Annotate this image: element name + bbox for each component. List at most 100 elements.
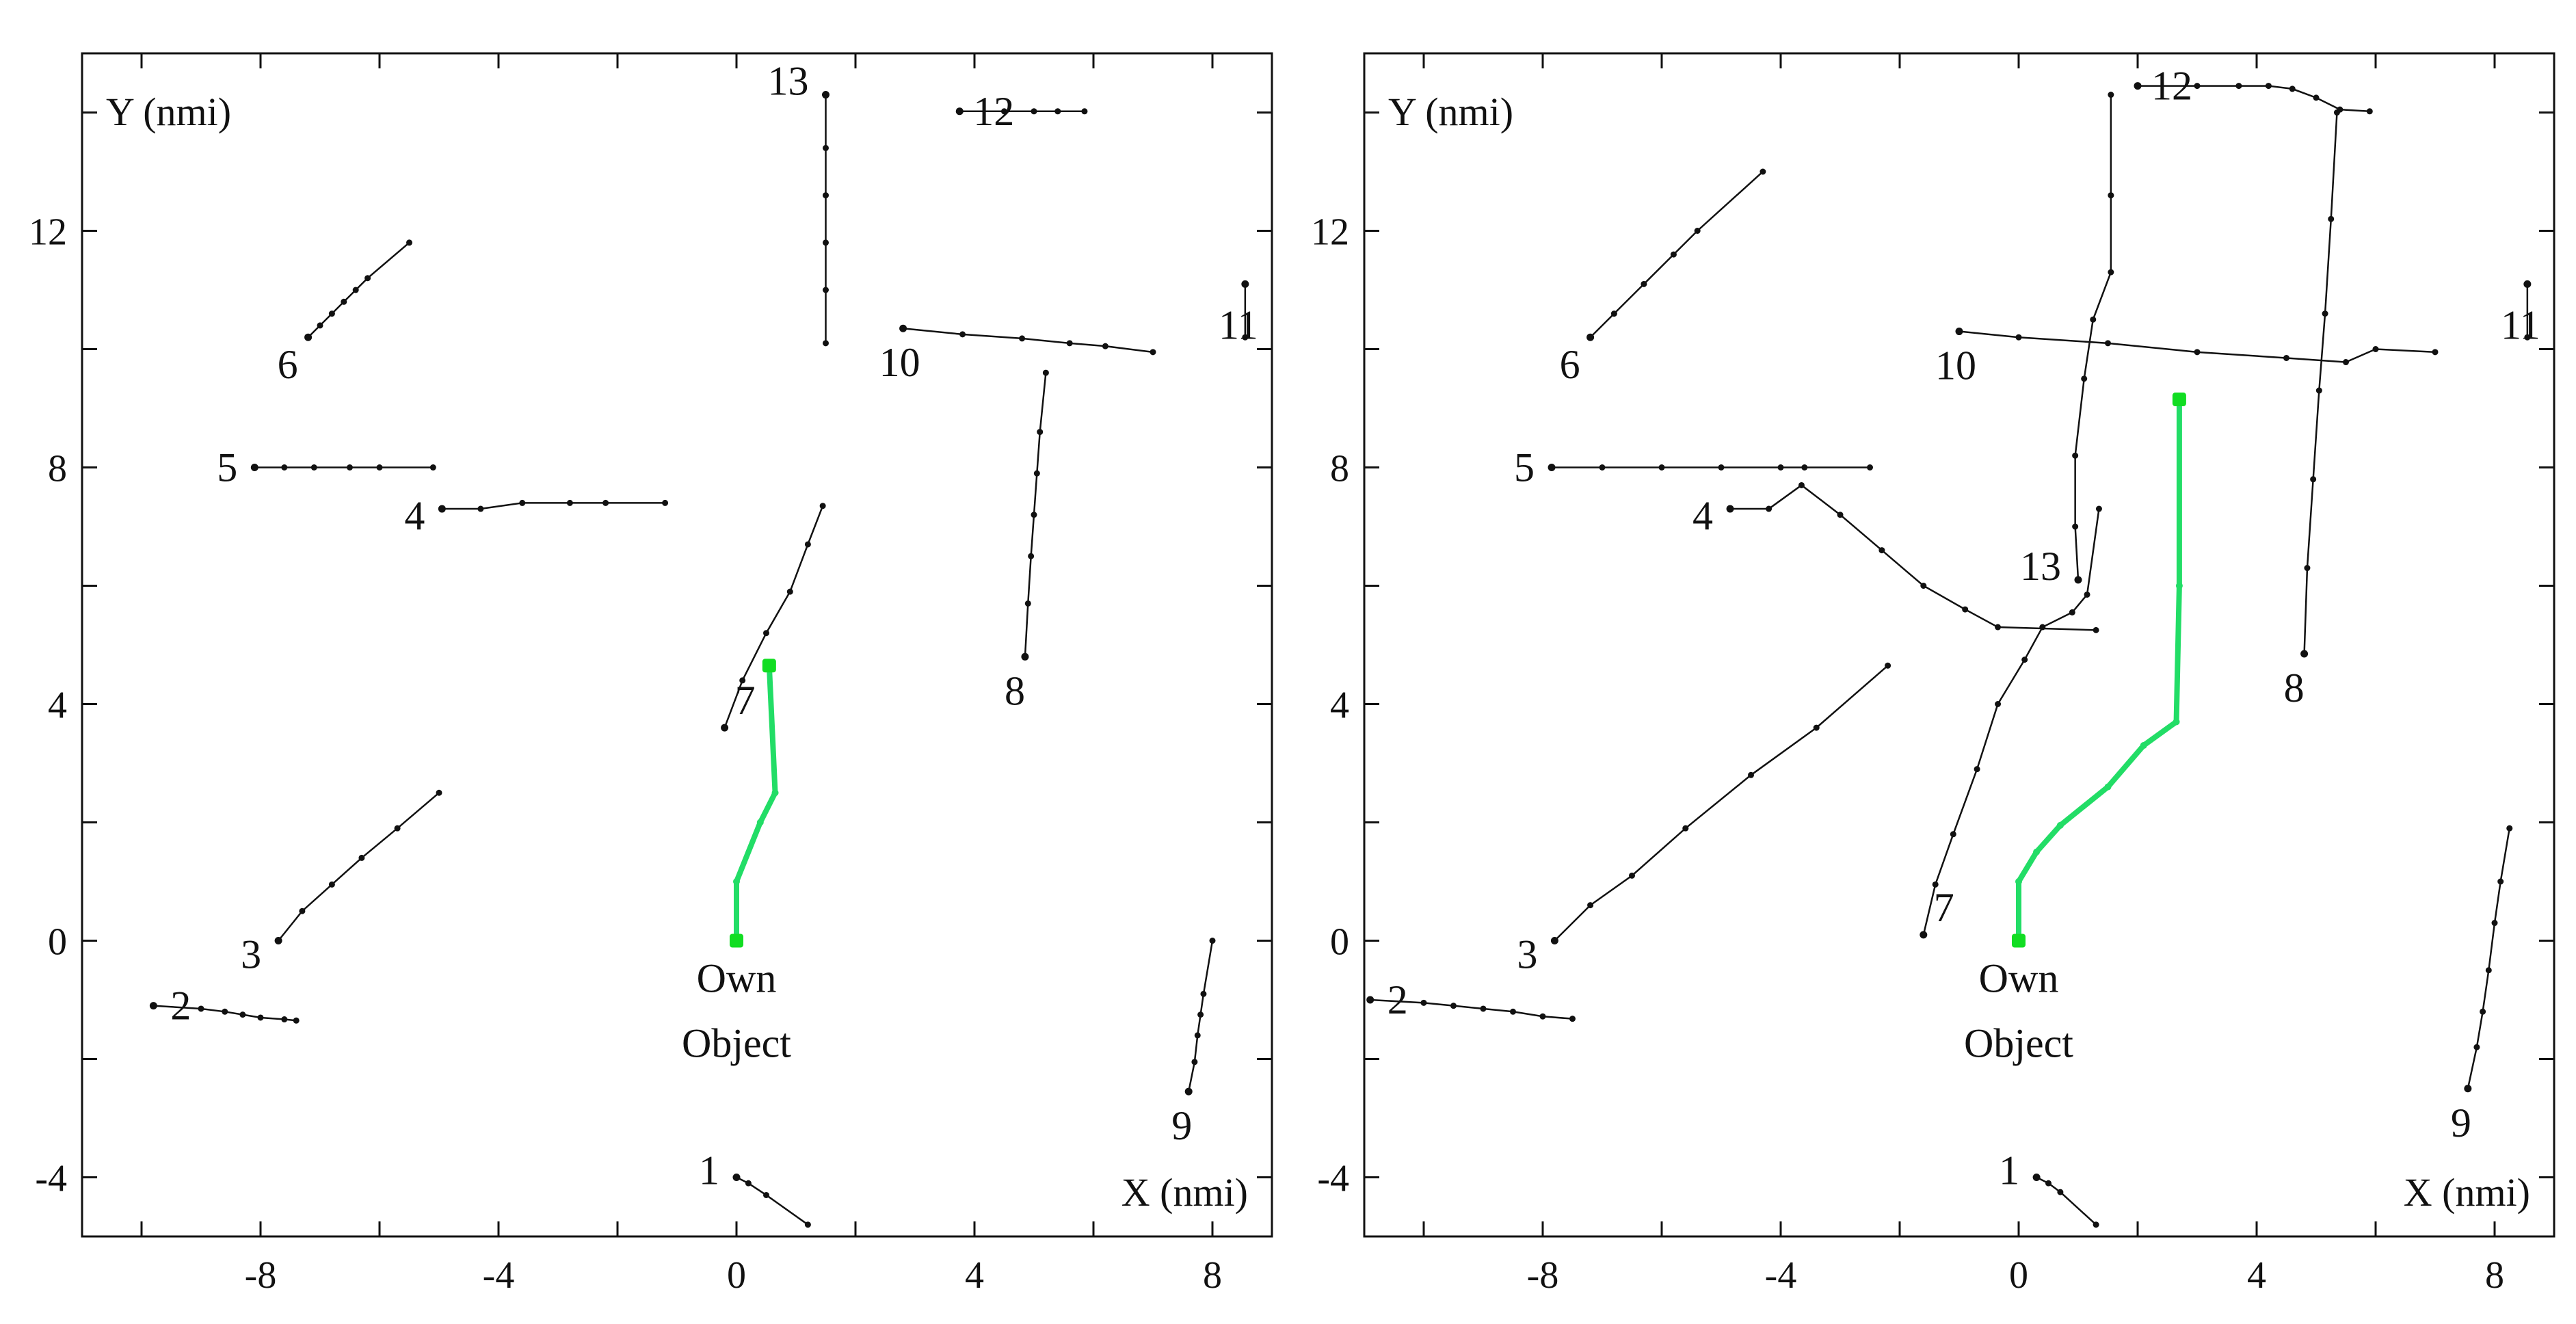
target-track-9: 9	[1171, 938, 1216, 1148]
target-track-8: 8	[2284, 109, 2340, 711]
track-line	[2197, 85, 2370, 113]
own-object-label-line2: Object	[682, 1021, 791, 1066]
track-point	[1798, 481, 1805, 488]
own-object-path	[2016, 399, 2182, 941]
track-point	[1587, 902, 1594, 909]
target-track-7: 7	[1920, 505, 2102, 939]
track-point	[2473, 1044, 2480, 1050]
track-point	[364, 275, 371, 282]
track-point	[1658, 464, 1665, 471]
target-track-5: 5	[1514, 445, 1873, 490]
target-track-2: 2	[1366, 977, 1576, 1022]
track-point	[2057, 1189, 2064, 1195]
track-point	[2039, 624, 2046, 631]
track-point	[1801, 464, 1808, 471]
own-object-label-line1: Own	[1979, 956, 2059, 1001]
target-track-10: 10	[1935, 328, 2439, 388]
track-point	[1021, 652, 1029, 661]
track-point	[2524, 334, 2531, 341]
track-line	[1613, 171, 1764, 315]
own-object-label-line2: Object	[1964, 1021, 2073, 1066]
track-point	[347, 464, 353, 471]
track-point	[274, 937, 282, 944]
track-point	[1242, 334, 1249, 341]
track-point	[2084, 591, 2090, 598]
track-point	[819, 503, 826, 509]
track-point	[1726, 505, 1734, 513]
track-point	[1586, 333, 1595, 341]
track-point	[1028, 553, 1035, 559]
track-point	[2093, 1221, 2099, 1228]
target-track-7: 7	[721, 503, 826, 732]
track-point	[1766, 505, 1772, 512]
track-point	[1197, 1011, 1204, 1018]
track-point	[2485, 967, 2492, 974]
track-point	[257, 1014, 264, 1021]
track-segment	[1922, 884, 1937, 936]
target-track-11: 11	[1219, 280, 1258, 347]
track-point	[955, 107, 964, 116]
track-point	[2095, 505, 2102, 512]
track-point	[436, 789, 442, 796]
y-tick-label: -4	[1317, 1158, 1349, 1200]
y-tick-label: 0	[48, 921, 67, 964]
own-object-point	[2175, 582, 2183, 590]
track-point	[293, 1017, 300, 1024]
track-point	[2372, 346, 2379, 352]
track-point	[1241, 280, 1249, 288]
track-point	[2194, 349, 2201, 356]
track-point	[1031, 512, 1037, 518]
track-point	[1694, 228, 1701, 234]
track-point	[1037, 429, 1044, 436]
y-axis-label: Y (nmi)	[1388, 90, 1513, 134]
track-point	[1001, 108, 1007, 115]
track-point	[304, 333, 313, 341]
track-point	[1366, 996, 1375, 1004]
track-point	[1962, 606, 1969, 613]
track-point	[299, 908, 306, 914]
track-point	[2506, 825, 2513, 832]
track-point	[823, 239, 829, 246]
track-point	[317, 322, 323, 329]
own-object-point	[2015, 878, 2022, 885]
track-line	[2475, 828, 2510, 1048]
track-point	[804, 1221, 811, 1228]
track-point	[2343, 359, 2349, 366]
target-track-12: 12	[955, 89, 1088, 134]
own-object-point	[2056, 821, 2064, 829]
track-point	[1995, 624, 2002, 631]
track-point	[328, 881, 335, 888]
track-point	[739, 677, 746, 684]
plot-frame	[1363, 52, 2555, 1238]
track-point	[1066, 340, 1073, 347]
track-point	[1031, 108, 1037, 115]
target-track-6: 6	[278, 239, 412, 387]
track-point	[1995, 701, 2002, 707]
track-segment	[1187, 1061, 1196, 1092]
track-point	[1054, 108, 1061, 115]
own-object-start-marker	[730, 934, 743, 948]
target-track-4: 4	[1692, 481, 2099, 633]
track-point	[2235, 83, 2242, 90]
target-label-6: 6	[1560, 342, 1580, 387]
track-point	[566, 499, 573, 506]
track-point	[1480, 1005, 1487, 1012]
x-tick-label: -4	[483, 1254, 515, 1297]
track-point	[477, 505, 484, 512]
x-tick-label: -8	[1527, 1254, 1559, 1297]
track-point	[823, 192, 829, 199]
own-object-point	[733, 878, 740, 885]
track-segment	[1024, 603, 1029, 657]
own-object-point	[756, 819, 764, 826]
track-point	[1420, 999, 1427, 1006]
track-segment	[1589, 313, 1615, 339]
track-point	[1024, 600, 1031, 607]
track-point	[823, 144, 829, 151]
y-tick-label: 12	[29, 211, 67, 254]
track-point	[1569, 1016, 1576, 1022]
track-point	[1194, 1032, 1201, 1039]
track-point	[804, 541, 811, 548]
track-point	[2366, 108, 2373, 115]
target-track-3: 3	[241, 789, 442, 977]
track-point	[2074, 576, 2082, 584]
